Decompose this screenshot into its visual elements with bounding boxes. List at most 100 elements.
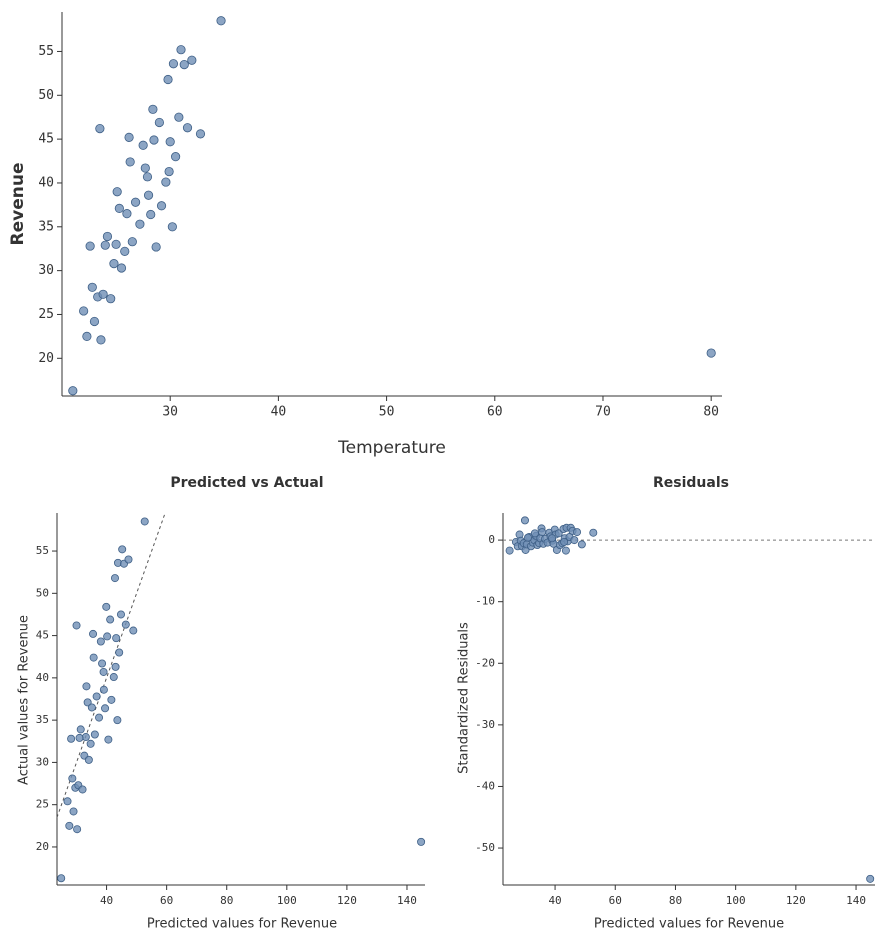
point — [195, 129, 206, 139]
point — [149, 135, 159, 145]
point — [104, 735, 113, 744]
point — [95, 124, 105, 134]
x-tick-label: 100 — [726, 894, 746, 907]
point — [69, 807, 78, 816]
point — [101, 704, 110, 713]
point — [142, 172, 153, 182]
point — [116, 610, 125, 619]
point — [107, 695, 116, 704]
point — [125, 157, 135, 167]
point — [138, 140, 148, 150]
x-tick-label: 60 — [160, 894, 173, 907]
point — [102, 231, 113, 242]
point — [140, 517, 149, 526]
point — [73, 825, 82, 834]
point — [560, 537, 569, 546]
point — [113, 716, 122, 725]
x-tick-label: 80 — [703, 405, 719, 420]
point — [67, 734, 76, 743]
point — [530, 529, 539, 538]
point — [102, 602, 111, 611]
point — [90, 730, 99, 739]
y-tick-label: 25 — [36, 798, 49, 811]
point — [167, 222, 177, 232]
point — [168, 59, 179, 69]
x-tick-label: 30 — [162, 405, 178, 420]
point — [573, 528, 582, 537]
point — [187, 55, 197, 65]
point — [146, 209, 156, 220]
point — [171, 152, 181, 162]
point — [127, 237, 137, 247]
point — [79, 306, 89, 316]
point — [118, 545, 127, 554]
point — [89, 653, 98, 662]
point — [110, 574, 119, 583]
point — [87, 282, 97, 292]
point — [122, 209, 132, 219]
point — [176, 45, 186, 55]
point — [156, 201, 167, 211]
point — [92, 692, 101, 701]
y-tick-label: 40 — [36, 671, 49, 684]
point — [89, 629, 98, 638]
point — [82, 682, 91, 691]
x-tick-label: 140 — [397, 894, 417, 907]
point — [96, 637, 105, 646]
point — [109, 259, 119, 269]
point — [161, 177, 171, 187]
point — [866, 874, 875, 883]
point — [520, 516, 529, 525]
point — [68, 774, 77, 783]
y-tick-label: 35 — [38, 219, 54, 234]
point — [216, 16, 226, 26]
y-tick-label: 25 — [38, 307, 54, 322]
y-tick-label: 30 — [36, 755, 49, 768]
point — [112, 634, 121, 643]
point — [182, 123, 193, 133]
y-tick-label: -30 — [475, 718, 495, 731]
y-tick-label: -40 — [475, 779, 495, 792]
x-tick-label: 140 — [846, 894, 866, 907]
y-tick-label: 45 — [36, 629, 49, 642]
point — [706, 348, 716, 358]
y-tick-label: 30 — [38, 263, 54, 278]
point — [124, 132, 134, 142]
point — [109, 673, 118, 682]
point — [98, 659, 107, 668]
point — [151, 242, 161, 252]
point — [76, 725, 85, 734]
point — [99, 685, 108, 694]
point — [111, 239, 121, 249]
x-tick-label: 40 — [271, 405, 287, 420]
point — [75, 733, 84, 742]
y-tick-label: 55 — [36, 544, 49, 557]
point — [548, 534, 557, 543]
point — [164, 166, 174, 177]
point — [106, 615, 115, 624]
point — [570, 536, 579, 545]
point — [83, 698, 92, 707]
y-axis-label: Standardized Residuals — [457, 622, 472, 774]
point — [106, 294, 116, 304]
x-tick-label: 70 — [595, 405, 611, 420]
point — [165, 137, 175, 147]
point — [523, 533, 532, 542]
point — [99, 667, 108, 676]
y-tick-label: 50 — [36, 586, 49, 599]
y-tick-label: -50 — [475, 841, 495, 854]
point — [65, 821, 74, 830]
x-tick-label: 120 — [786, 894, 806, 907]
point — [98, 289, 108, 299]
point — [140, 163, 150, 173]
point — [129, 626, 138, 635]
point — [68, 386, 78, 396]
point — [114, 203, 124, 213]
point — [82, 331, 92, 341]
point — [538, 528, 547, 537]
y-tick-label: 40 — [38, 175, 54, 190]
point — [135, 219, 145, 229]
point — [148, 104, 158, 114]
y-tick-label: 20 — [38, 351, 54, 366]
point — [179, 60, 189, 70]
